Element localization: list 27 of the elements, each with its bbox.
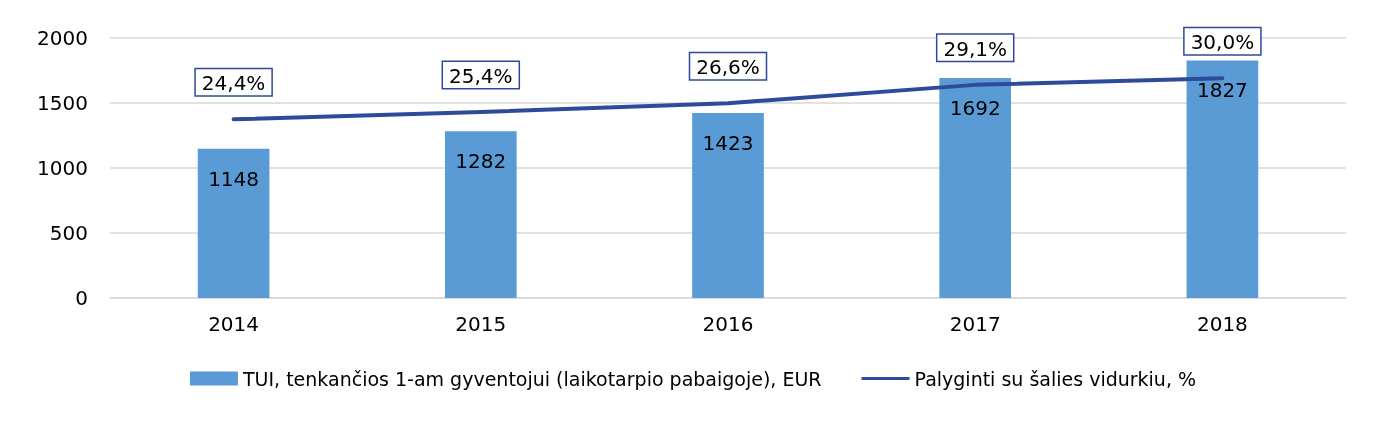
bar [1186, 60, 1259, 298]
x-tick-label: 2016 [702, 312, 754, 336]
legend-label: TUI, tenkančios 1-am gyventojui (laikotarpio pabaigoje), EUR [241, 367, 822, 390]
data-label: 1423 [702, 131, 754, 156]
data-label: 1282 [455, 149, 507, 174]
x-tick-label: 2018 [1196, 312, 1248, 336]
x-tick-label: 2014 [208, 312, 260, 336]
data-label: 24,4% [201, 71, 266, 96]
data-label: 1148 [208, 166, 260, 191]
bar [692, 113, 764, 298]
data-label: 25,4% [449, 63, 513, 88]
data-label: 1692 [949, 96, 1001, 121]
x-tick-label: 2015 [455, 312, 507, 336]
bar [939, 78, 1012, 298]
y-tick-label: 0 [75, 286, 88, 310]
y-tick-label: 2000 [37, 26, 88, 50]
x-tick-label: 2017 [949, 312, 1001, 336]
y-tick-label: 1000 [37, 156, 88, 180]
bar [444, 131, 517, 298]
data-label: 1827 [1196, 78, 1248, 103]
legend-label: Palyginti su šalies vidurkiu, % [914, 367, 1197, 390]
data-label: 30,0% [1190, 30, 1255, 55]
bar [197, 148, 270, 298]
data-label: 26,6% [696, 55, 760, 80]
y-tick-label: 500 [49, 221, 88, 245]
data-label: 29,1% [943, 36, 1007, 61]
y-tick-label: 1500 [37, 91, 88, 115]
